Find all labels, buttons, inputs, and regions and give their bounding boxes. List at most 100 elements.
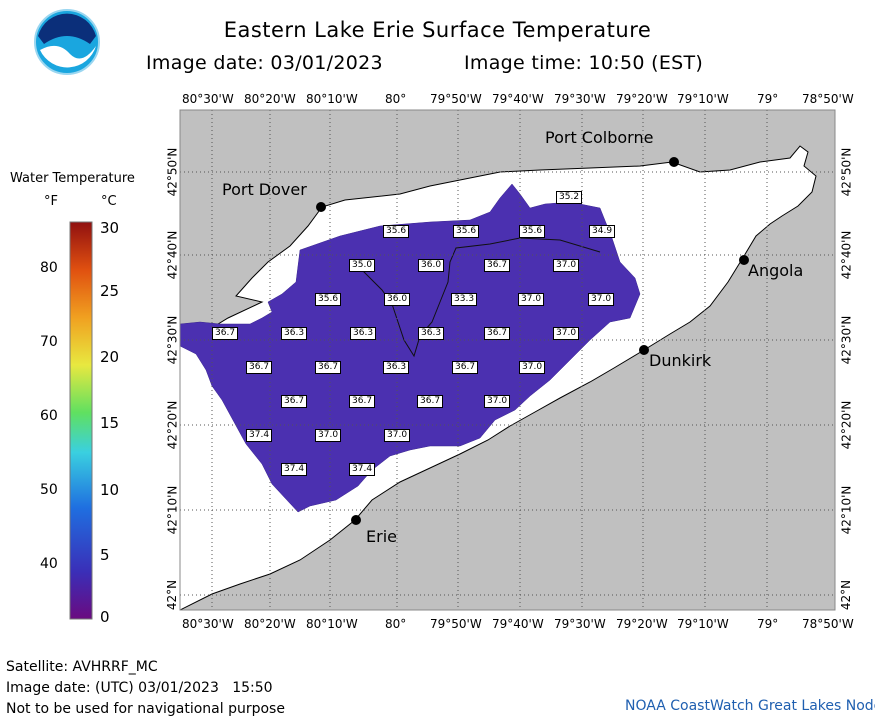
lon-label: 79°10'W xyxy=(677,92,729,106)
legend-c-tick: 25 xyxy=(100,282,120,300)
lat-label: 42°N xyxy=(165,579,180,611)
legend-c-tick: 15 xyxy=(100,414,120,432)
temp-label: 35.6 xyxy=(383,225,410,238)
lat-label: 42°N xyxy=(839,579,854,611)
legend-c-tick: 20 xyxy=(100,348,120,366)
place-port-dover: Port Dover xyxy=(222,180,307,199)
lon-label: 80°10'W xyxy=(306,617,358,631)
map-area xyxy=(180,110,835,610)
legend-c-tick: 30 xyxy=(100,219,120,237)
legend-c-tick: 5 xyxy=(100,546,110,564)
lon-label: 79°40'W xyxy=(492,617,544,631)
temp-label: 35.6 xyxy=(315,293,342,306)
temp-label: 36.7 xyxy=(452,361,479,374)
temp-label: 36.7 xyxy=(246,361,273,374)
temp-label: 36.0 xyxy=(384,293,411,306)
temp-label: 36.3 xyxy=(350,327,377,340)
temp-label: 35.2 xyxy=(556,191,583,204)
lon-label: 78°50'W xyxy=(802,617,854,631)
lon-label: 79°50'W xyxy=(430,617,482,631)
temp-label: 37.0 xyxy=(315,429,342,442)
temp-label: 37.0 xyxy=(384,429,411,442)
lat-label: 42°50'N xyxy=(165,147,180,197)
temp-label: 37.0 xyxy=(588,293,615,306)
lat-label: 42°20'N xyxy=(839,400,854,450)
temp-label: 36.7 xyxy=(281,395,308,408)
temp-label: 34.9 xyxy=(589,225,616,238)
place-port-colborne: Port Colborne xyxy=(545,128,654,147)
image-date: Image date: 03/01/2023 xyxy=(146,52,383,74)
lon-label: 80°20'W xyxy=(244,92,296,106)
lon-label: 80°20'W xyxy=(244,617,296,631)
lon-label: 80°30'W xyxy=(182,617,234,631)
lat-label: 42°20'N xyxy=(165,400,180,450)
angola-dot xyxy=(739,255,749,265)
lon-label: 80° xyxy=(385,92,407,106)
lon-label: 79°20'W xyxy=(616,92,668,106)
temp-label: 36.7 xyxy=(484,259,511,272)
temp-label: 35.6 xyxy=(519,225,546,238)
dunkirk-dot xyxy=(639,345,649,355)
map-frame xyxy=(179,109,836,611)
lat-label: 42°40'N xyxy=(165,230,180,280)
temp-label: 36.7 xyxy=(315,361,342,374)
temp-label: 35.0 xyxy=(349,259,376,272)
temp-label: 36.7 xyxy=(484,327,511,340)
lat-label: 42°50'N xyxy=(839,147,854,197)
temp-label: 36.7 xyxy=(349,395,376,408)
lon-label: 79°40'W xyxy=(492,92,544,106)
noaa-logo xyxy=(34,9,100,75)
lat-label: 42°10'N xyxy=(165,485,180,535)
temp-label: 36.3 xyxy=(383,361,410,374)
lon-label: 79° xyxy=(757,92,779,106)
temp-label: 36.3 xyxy=(418,327,445,340)
lon-label: 79°10'W xyxy=(677,617,729,631)
legend-unit-f: °F xyxy=(44,194,58,209)
lon-label: 79°50'W xyxy=(430,92,482,106)
lat-label: 42°40'N xyxy=(839,230,854,280)
lon-label: 80° xyxy=(385,617,407,631)
lon-label: 80°30'W xyxy=(182,92,234,106)
temp-label: 36.7 xyxy=(212,327,239,340)
temp-label: 33.3 xyxy=(451,293,478,306)
legend-c-tick: 0 xyxy=(100,608,110,626)
temp-label: 37.4 xyxy=(349,463,376,476)
map-grid xyxy=(180,110,835,610)
place-dunkirk: Dunkirk xyxy=(649,351,712,370)
lon-label: 78°50'W xyxy=(802,92,854,106)
temp-label: 36.3 xyxy=(281,327,308,340)
lat-label: 42°30'N xyxy=(165,315,180,365)
port-dover-dot xyxy=(316,202,326,212)
satellite-info: Satellite: AVHRRF_MC xyxy=(6,659,158,675)
temp-label: 37.0 xyxy=(484,395,511,408)
legend-f-tick: 70 xyxy=(40,334,58,350)
source-node: NOAA CoastWatch Great Lakes Node xyxy=(625,698,875,714)
temperature-field xyxy=(180,183,641,513)
erie-dot xyxy=(351,515,361,525)
legend-f-tick: 50 xyxy=(40,482,58,498)
legend-f-tick: 80 xyxy=(40,260,58,276)
image-time: Image time: 10:50 (EST) xyxy=(464,52,704,74)
lon-label: 80°10'W xyxy=(306,92,358,106)
place-angola: Angola xyxy=(748,261,804,280)
legend-c-tick: 10 xyxy=(100,481,120,499)
temp-label: 37.0 xyxy=(553,327,580,340)
place-erie: Erie xyxy=(366,527,397,546)
legend-unit-c: °C xyxy=(101,194,117,209)
page-title: Eastern Lake Erie Surface Temperature xyxy=(223,18,652,42)
legend-f-tick: 60 xyxy=(40,408,58,424)
temp-label: 37.4 xyxy=(281,463,308,476)
lon-label: 79°30'W xyxy=(554,92,606,106)
temp-label: 36.0 xyxy=(418,259,445,272)
legend-title: Water Temperature xyxy=(10,171,135,186)
temp-label: 36.7 xyxy=(417,395,444,408)
disclaimer: Not to be used for navigational purpose xyxy=(6,701,285,717)
port-colborne-dot xyxy=(669,157,679,167)
lon-label: 79°20'W xyxy=(616,617,668,631)
legend-f-tick: 40 xyxy=(40,556,58,572)
legend-color-bar xyxy=(69,221,93,620)
lat-label: 42°10'N xyxy=(839,485,854,535)
temp-label: 35.6 xyxy=(453,225,480,238)
temp-label: 37.4 xyxy=(246,429,273,442)
